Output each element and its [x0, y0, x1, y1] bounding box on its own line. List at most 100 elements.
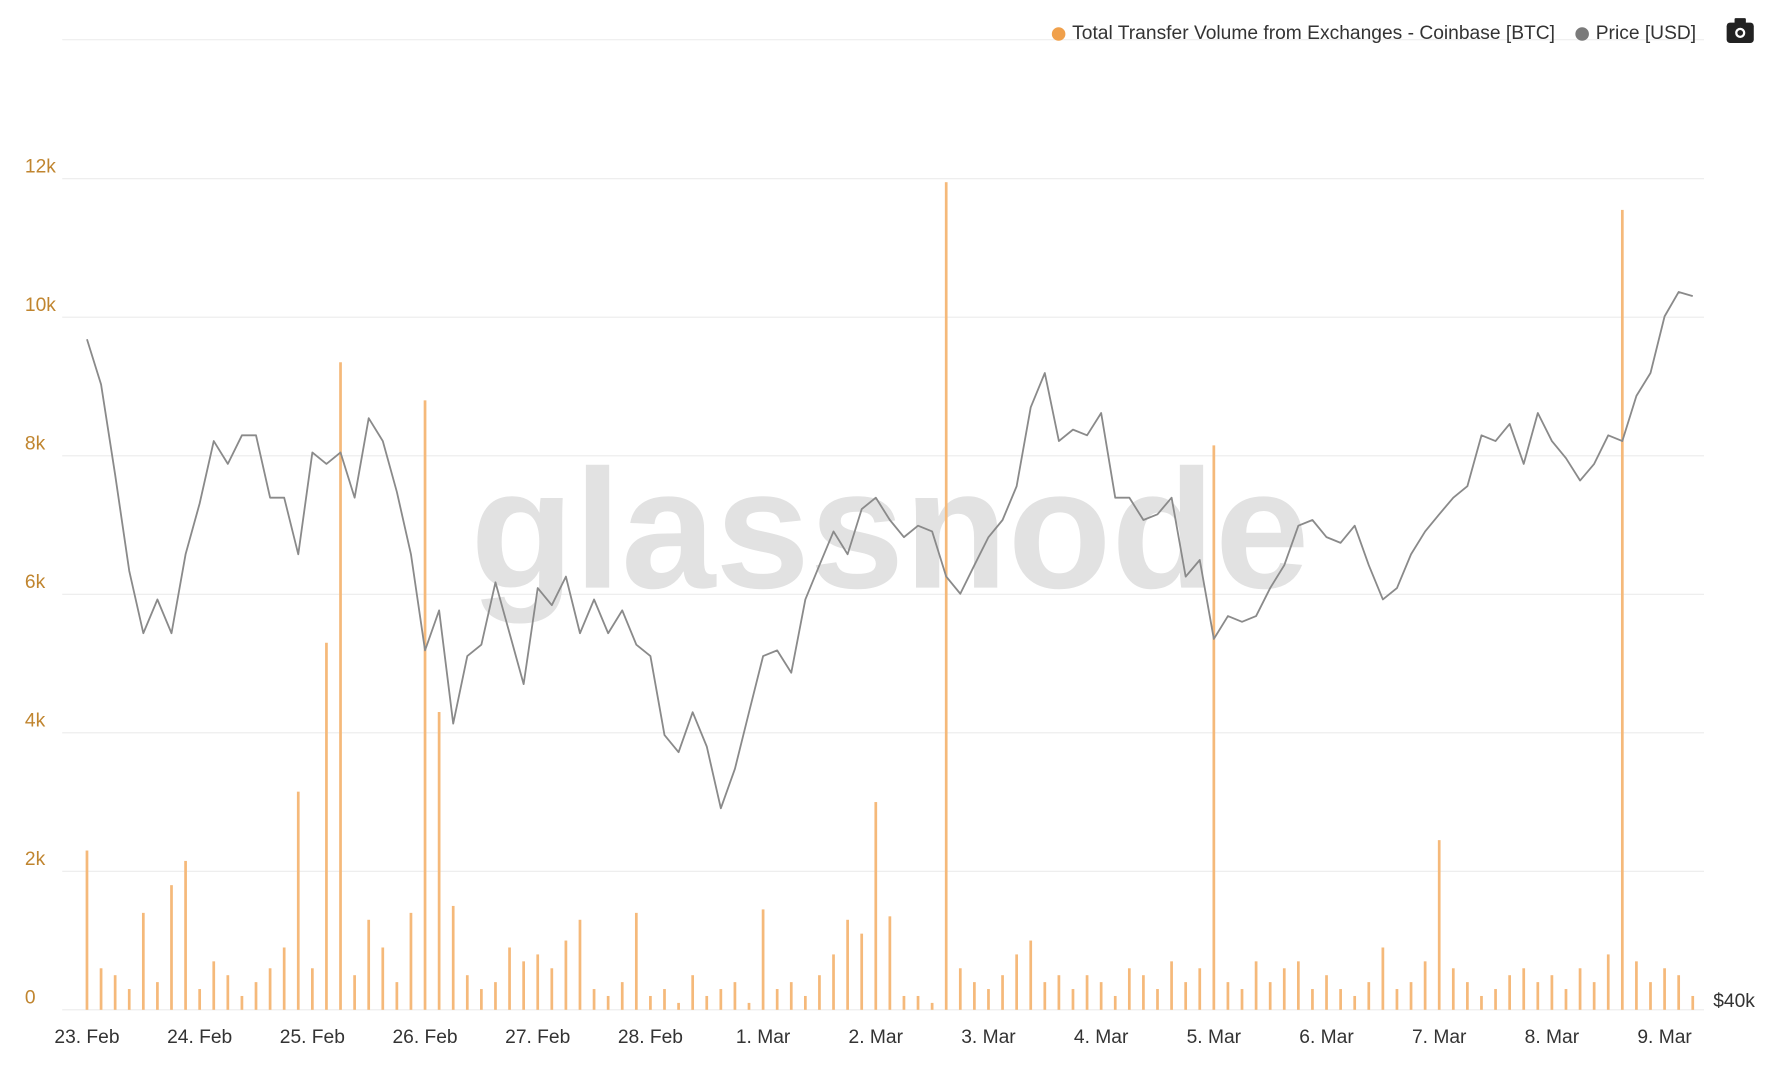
bar [634, 912, 638, 1010]
y-tick-label: 12k [25, 156, 56, 177]
bar [944, 182, 948, 1010]
bar [902, 995, 906, 1010]
bar [775, 989, 779, 1010]
bar [705, 995, 709, 1010]
bar [1254, 961, 1258, 1010]
bar [1606, 954, 1610, 1010]
bar [1592, 982, 1596, 1010]
bar [1170, 961, 1173, 1010]
bar [1578, 968, 1582, 1010]
bar [1536, 982, 1540, 1010]
bar [578, 919, 582, 1010]
bar [1198, 968, 1202, 1010]
bar [381, 947, 385, 1010]
bar [663, 989, 666, 1010]
bar [1564, 989, 1568, 1010]
bar [1466, 982, 1469, 1010]
bar [367, 919, 371, 1010]
bar [1085, 975, 1089, 1010]
bar [1127, 968, 1131, 1010]
bar [423, 400, 427, 1010]
bar [1212, 445, 1216, 1010]
bar [99, 968, 103, 1010]
bar [395, 982, 399, 1010]
bar [198, 989, 202, 1010]
bar [818, 975, 821, 1010]
bar [113, 975, 117, 1010]
bar [494, 982, 497, 1010]
bar [1311, 989, 1314, 1010]
bar [1184, 982, 1188, 1010]
price-line [86, 291, 1694, 810]
bar [1494, 989, 1497, 1010]
bar [930, 1002, 934, 1010]
bar [564, 940, 568, 1010]
bar [536, 954, 540, 1010]
bar [1015, 954, 1018, 1010]
bar [973, 982, 976, 1010]
bar [846, 919, 849, 1010]
bar [1381, 947, 1385, 1010]
bar [1296, 961, 1300, 1010]
bar [916, 995, 920, 1010]
bar [1156, 989, 1159, 1010]
bar [1451, 968, 1455, 1010]
bar [747, 1002, 751, 1010]
bar [1142, 975, 1145, 1010]
x-tick-label: 8. Mar [1525, 1027, 1580, 1048]
bar [339, 362, 342, 1010]
bar [1099, 982, 1103, 1010]
bar [1620, 209, 1624, 1010]
bar [592, 989, 596, 1010]
bar [1339, 989, 1342, 1010]
bar [522, 961, 525, 1010]
bar [860, 933, 864, 1010]
legend-label: Price [USD] [1596, 23, 1696, 44]
watermark: glassnode [470, 434, 1309, 624]
bar [508, 947, 511, 1010]
bar [1057, 975, 1061, 1010]
bar [282, 947, 286, 1010]
bar [719, 989, 723, 1010]
bar [240, 995, 244, 1010]
bar [789, 982, 793, 1010]
bar [184, 860, 187, 1010]
bar [1409, 982, 1413, 1010]
legend-swatch [1575, 27, 1589, 41]
bar [465, 975, 469, 1010]
bar [141, 912, 145, 1010]
legend-swatch [1051, 27, 1066, 41]
y2-tick-label: $40k [1713, 991, 1755, 1012]
camera-icon[interactable] [1726, 18, 1754, 44]
y-tick-label: 6k [25, 572, 46, 593]
bar [437, 712, 441, 1010]
bar [325, 642, 328, 1010]
y-tick-label: 8k [25, 434, 46, 455]
bar [1649, 982, 1652, 1010]
bar [550, 968, 554, 1010]
bar [409, 912, 413, 1010]
x-tick-label: 3. Mar [961, 1027, 1016, 1048]
x-tick-label: 28. Feb [618, 1027, 683, 1048]
bar [691, 975, 695, 1010]
bar [1522, 968, 1526, 1010]
bar [170, 885, 173, 1010]
bar [1043, 982, 1047, 1010]
bar [1001, 975, 1004, 1010]
bar [268, 968, 272, 1010]
x-tick-label: 1. Mar [736, 1027, 791, 1048]
bar [254, 982, 258, 1010]
bar [874, 802, 878, 1010]
legend-label: Total Transfer Volume from Exchanges - C… [1072, 23, 1555, 44]
bar [888, 916, 892, 1010]
bar [958, 968, 962, 1010]
bar [1268, 982, 1272, 1010]
y-tick-label: 10k [25, 295, 56, 316]
x-tick-label: 6. Mar [1299, 1027, 1354, 1048]
x-tick-label: 7. Mar [1412, 1027, 1467, 1048]
bar [1550, 975, 1554, 1010]
bar [1508, 975, 1511, 1010]
bar [1113, 995, 1117, 1010]
